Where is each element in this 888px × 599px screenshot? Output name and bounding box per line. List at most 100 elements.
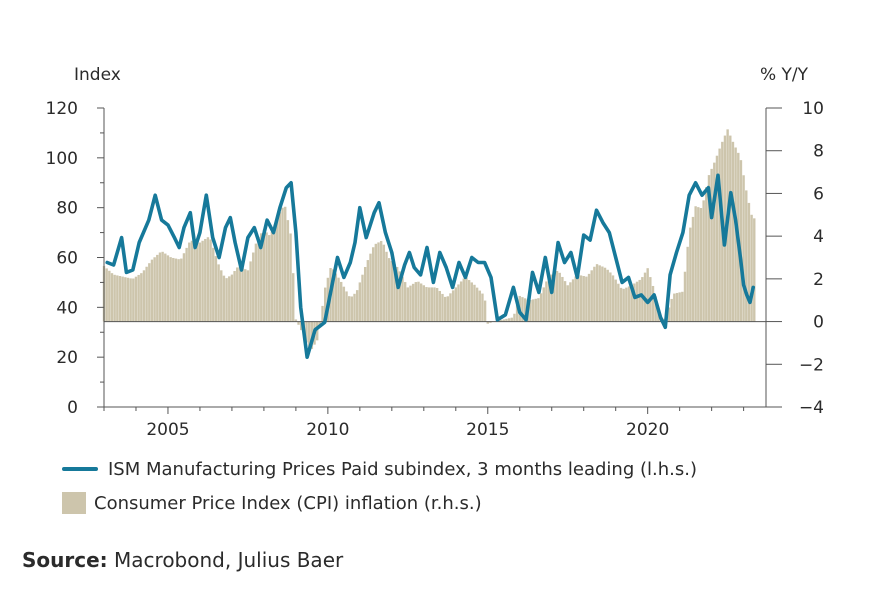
cpi-bar xyxy=(220,270,223,322)
cpi-bar xyxy=(158,252,162,322)
cpi-bar xyxy=(355,290,359,322)
cpi-bar xyxy=(198,242,202,322)
cpi-bar xyxy=(699,208,703,322)
right-tick-label: 4 xyxy=(813,227,824,247)
cpi-bar xyxy=(513,313,516,322)
cpi-bar xyxy=(710,168,713,322)
cpi-bar xyxy=(593,266,596,322)
cpi-bar xyxy=(475,287,479,322)
right-tick-label: 6 xyxy=(813,184,824,204)
cpi-bar xyxy=(683,271,687,322)
cpi-bar xyxy=(670,298,673,322)
cpi-bar xyxy=(617,283,620,322)
left-tick-label: 40 xyxy=(56,298,78,318)
cpi-bar xyxy=(547,276,551,322)
cpi-bar xyxy=(441,293,444,322)
cpi-bar xyxy=(134,276,138,322)
left-axis-ticks: 0 20 40 60 80 100 120 xyxy=(46,99,104,418)
cpi-bar xyxy=(366,260,370,322)
cpi-bar xyxy=(689,227,692,322)
cpi-bar xyxy=(705,187,708,322)
cpi-bar xyxy=(681,291,684,322)
cpi-bar xyxy=(342,286,346,322)
cpi-bar xyxy=(553,272,556,322)
cpi-bar xyxy=(713,162,716,322)
cpi-bar xyxy=(577,274,580,322)
cpi-bar xyxy=(286,220,290,322)
left-tick-label: 100 xyxy=(46,149,78,169)
cpi-bar xyxy=(651,285,655,322)
left-tick-label: 60 xyxy=(56,249,78,269)
right-tick-label: −4 xyxy=(799,398,824,418)
cpi-bar xyxy=(188,242,191,322)
cpi-bar xyxy=(281,207,284,322)
cpi-bar xyxy=(374,243,378,322)
cpi-bar xyxy=(276,217,279,322)
cpi-bar xyxy=(177,259,180,322)
cpi-bar xyxy=(422,285,426,322)
cpi-bar xyxy=(435,287,439,322)
cpi-bar xyxy=(182,253,186,322)
cpi-bar xyxy=(409,285,412,322)
x-tick-label: 2005 xyxy=(146,420,189,440)
cpi-bar xyxy=(459,281,463,322)
cpi-bar xyxy=(268,235,271,322)
cpi-bar xyxy=(425,287,428,322)
legend-label-ism: ISM Manufacturing Prices Paid subindex, … xyxy=(108,458,697,480)
cpi-bar xyxy=(142,270,146,322)
cpi-bar xyxy=(308,321,311,349)
cpi-bar xyxy=(753,218,756,322)
cpi-bar xyxy=(395,266,399,322)
legend-item-cpi: Consumer Price Index (CPI) inflation (r.… xyxy=(62,486,697,520)
cpi-bar xyxy=(140,273,143,322)
cpi-bar xyxy=(132,278,135,322)
cpi-bar xyxy=(236,267,239,322)
cpi-bar xyxy=(390,261,394,322)
cpi-bar xyxy=(489,321,492,323)
cpi-bar xyxy=(174,258,178,322)
cpi-bar xyxy=(334,273,338,322)
cpi-bar xyxy=(406,287,410,322)
cpi-bar xyxy=(401,276,404,322)
cpi-bar xyxy=(233,271,236,322)
cpi-bar xyxy=(718,148,721,322)
cpi-bar xyxy=(534,298,537,322)
cpi-bar xyxy=(324,287,327,322)
cpi-bar xyxy=(358,282,362,322)
cpi-bar xyxy=(289,233,292,322)
cpi-bar xyxy=(193,241,196,322)
cpi-bar xyxy=(598,265,601,322)
cpi-bar xyxy=(108,270,111,322)
cpi-bar xyxy=(595,264,599,322)
cpi-bar xyxy=(558,272,561,322)
cpi-bar xyxy=(209,239,212,322)
cpi-bar xyxy=(153,257,156,322)
cpi-bar xyxy=(270,231,274,322)
cpi-bar xyxy=(214,256,218,322)
cpi-bar xyxy=(353,293,356,322)
cpi-bar xyxy=(430,287,434,322)
cpi-bar xyxy=(265,232,268,322)
cpi-bar xyxy=(217,264,220,322)
cpi-bar xyxy=(550,274,553,322)
cpi-bar xyxy=(113,274,116,322)
cpi-bar xyxy=(585,276,588,322)
right-tick-label: 10 xyxy=(802,99,824,119)
cpi-bar xyxy=(433,287,436,322)
cpi-bar xyxy=(635,281,639,322)
cpi-bar xyxy=(739,160,743,322)
cpi-bar xyxy=(387,258,391,322)
legend-item-ism: ISM Manufacturing Prices Paid subindex, … xyxy=(62,452,697,486)
right-axis-ticks: −4 −2 0 2 4 6 8 10 xyxy=(766,99,824,418)
cpi-bar xyxy=(254,243,258,322)
cpi-bar xyxy=(582,276,585,322)
cpi-bar xyxy=(161,251,164,322)
cpi-bar xyxy=(641,277,644,322)
cpi-bar xyxy=(587,273,591,322)
cpi-bar xyxy=(499,320,503,322)
cpi-bar xyxy=(510,317,513,322)
cpi-bar xyxy=(145,266,148,322)
cpi-bar xyxy=(715,155,719,322)
cpi-bar xyxy=(379,240,383,322)
cpi-bar xyxy=(561,276,564,322)
